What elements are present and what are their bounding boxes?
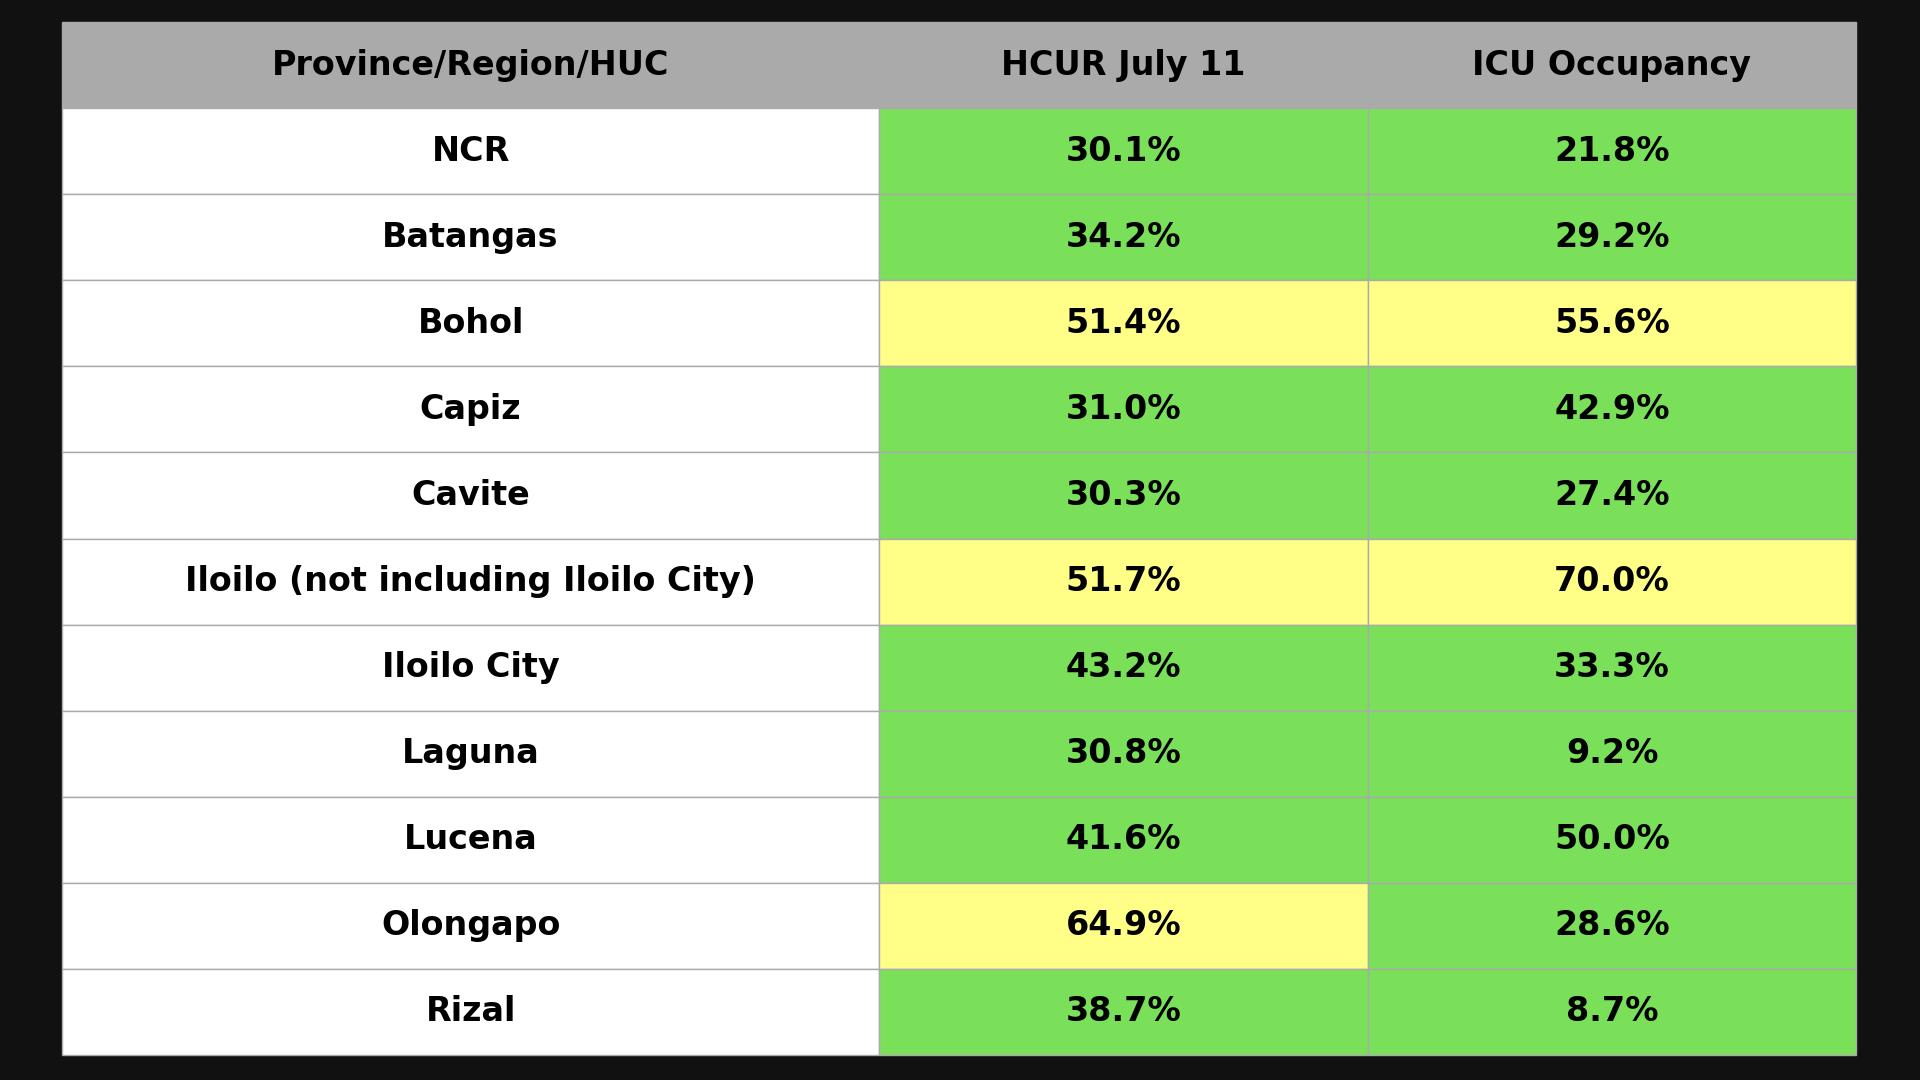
Bar xyxy=(879,882,1367,969)
Text: 41.6%: 41.6% xyxy=(1066,823,1181,856)
Text: 30.8%: 30.8% xyxy=(1066,738,1181,770)
Text: Batangas: Batangas xyxy=(382,220,559,254)
Text: 38.7%: 38.7% xyxy=(1066,996,1181,1028)
Text: ICU Occupancy: ICU Occupancy xyxy=(1473,49,1751,82)
Bar xyxy=(879,453,1367,539)
Bar xyxy=(879,624,1367,711)
Text: 21.8%: 21.8% xyxy=(1553,135,1670,167)
Text: Olongapo: Olongapo xyxy=(380,909,561,943)
Text: 70.0%: 70.0% xyxy=(1553,565,1670,598)
Bar xyxy=(1367,882,1857,969)
Text: 34.2%: 34.2% xyxy=(1066,220,1181,254)
Text: Bohol: Bohol xyxy=(417,307,524,340)
Text: 30.1%: 30.1% xyxy=(1066,135,1181,167)
Text: 51.4%: 51.4% xyxy=(1066,307,1181,340)
Text: HCUR July 11: HCUR July 11 xyxy=(1000,49,1246,82)
Bar xyxy=(1367,280,1857,366)
Text: 50.0%: 50.0% xyxy=(1553,823,1670,856)
Text: 9.2%: 9.2% xyxy=(1567,738,1659,770)
Bar xyxy=(61,22,879,108)
Text: 29.2%: 29.2% xyxy=(1553,220,1670,254)
Bar xyxy=(879,280,1367,366)
Bar xyxy=(61,969,879,1055)
Text: Capiz: Capiz xyxy=(420,393,522,426)
Text: 30.3%: 30.3% xyxy=(1066,478,1181,512)
Bar xyxy=(1367,969,1857,1055)
Bar xyxy=(879,366,1367,453)
Bar xyxy=(879,797,1367,882)
Text: 27.4%: 27.4% xyxy=(1553,478,1670,512)
Bar xyxy=(1367,711,1857,797)
Bar xyxy=(1367,539,1857,624)
Bar xyxy=(879,539,1367,624)
Bar xyxy=(61,882,879,969)
Bar xyxy=(1367,453,1857,539)
Text: Rizal: Rizal xyxy=(426,996,516,1028)
Bar xyxy=(61,539,879,624)
Bar xyxy=(61,108,879,194)
Text: 31.0%: 31.0% xyxy=(1066,393,1181,426)
Bar xyxy=(61,624,879,711)
Text: 8.7%: 8.7% xyxy=(1565,996,1659,1028)
Bar xyxy=(61,366,879,453)
Bar xyxy=(1367,108,1857,194)
Bar xyxy=(879,969,1367,1055)
Bar xyxy=(61,711,879,797)
Bar xyxy=(1367,22,1857,108)
Text: Laguna: Laguna xyxy=(401,738,540,770)
Text: Province/Region/HUC: Province/Region/HUC xyxy=(273,49,670,82)
Text: Iloilo City: Iloilo City xyxy=(382,651,559,684)
Bar xyxy=(61,453,879,539)
Bar xyxy=(879,108,1367,194)
Bar xyxy=(61,797,879,882)
Bar xyxy=(61,194,879,280)
Text: Iloilo (not including Iloilo City): Iloilo (not including Iloilo City) xyxy=(184,565,756,598)
Text: Lucena: Lucena xyxy=(403,823,538,856)
Text: 28.6%: 28.6% xyxy=(1553,909,1670,943)
Bar xyxy=(879,711,1367,797)
Bar xyxy=(61,280,879,366)
Text: 42.9%: 42.9% xyxy=(1553,393,1670,426)
Bar xyxy=(1367,194,1857,280)
Bar xyxy=(879,22,1367,108)
Text: 55.6%: 55.6% xyxy=(1553,307,1670,340)
Bar xyxy=(1367,624,1857,711)
Bar xyxy=(879,194,1367,280)
Text: 33.3%: 33.3% xyxy=(1553,651,1670,684)
Text: NCR: NCR xyxy=(432,135,511,167)
Bar xyxy=(1367,797,1857,882)
Bar xyxy=(1367,366,1857,453)
Text: Cavite: Cavite xyxy=(411,478,530,512)
Text: 43.2%: 43.2% xyxy=(1066,651,1181,684)
Text: 51.7%: 51.7% xyxy=(1066,565,1181,598)
Text: 64.9%: 64.9% xyxy=(1066,909,1181,943)
